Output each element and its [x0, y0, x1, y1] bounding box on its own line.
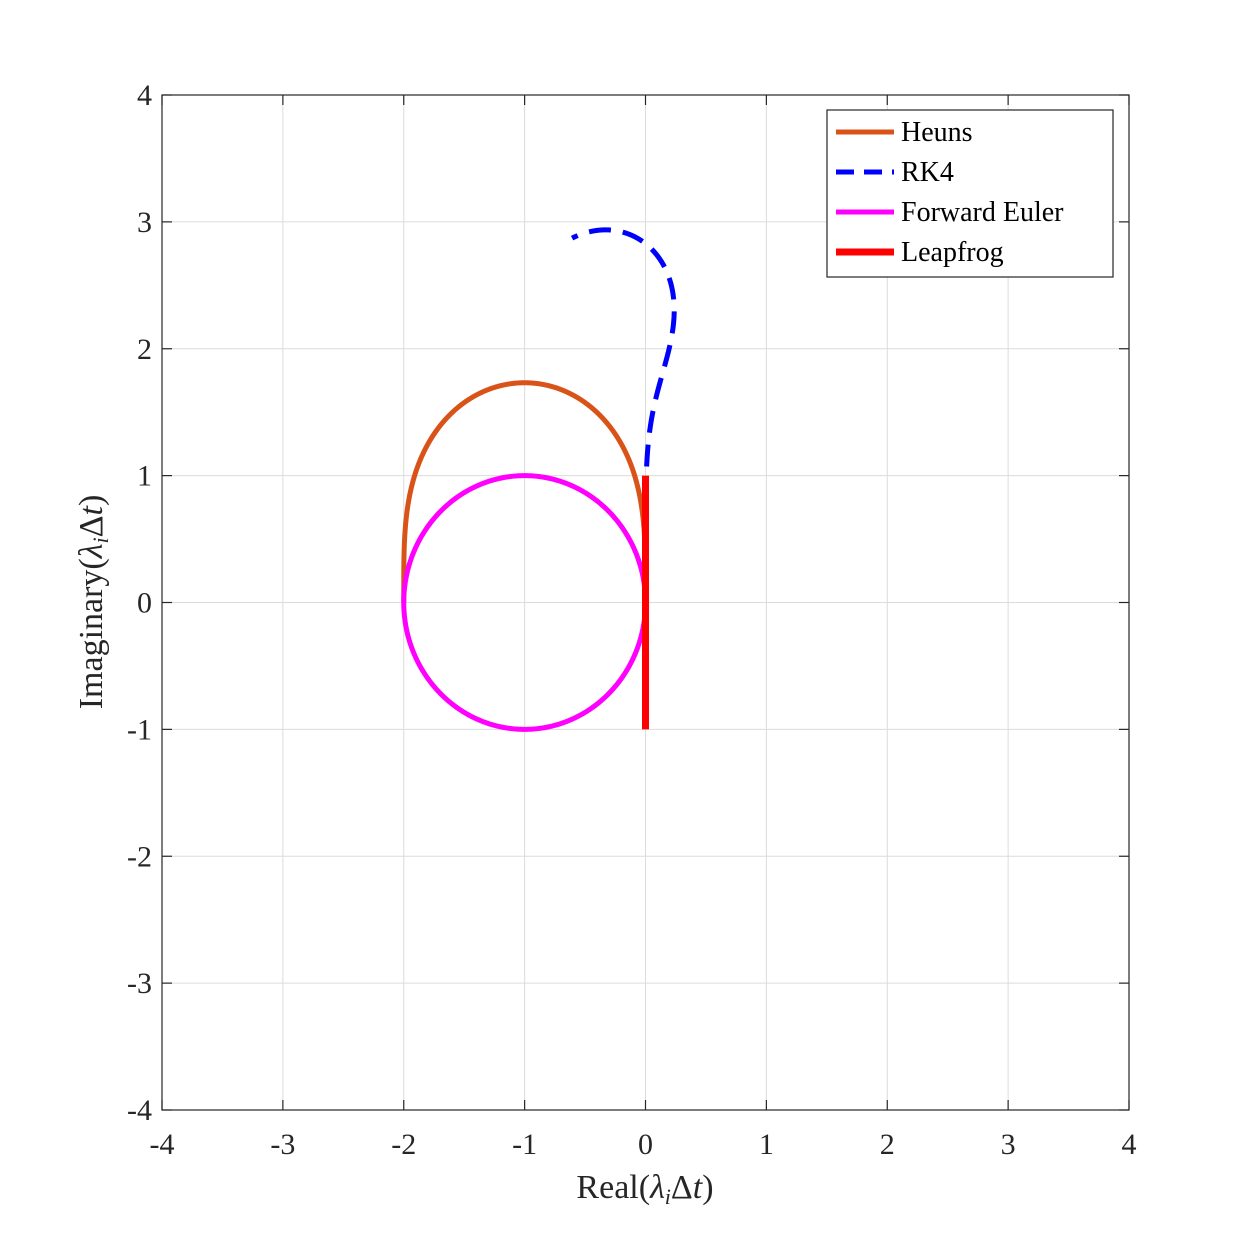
x-label-sub: i [665, 1184, 671, 1209]
x-label-var: t [693, 1169, 704, 1206]
series-forward-euler [401, 473, 648, 732]
y-tick-label: -2 [127, 840, 152, 873]
x-tick-label: 2 [880, 1128, 895, 1161]
y-label-pre: Imaginary( [73, 558, 110, 709]
legend-label-heuns: Heuns [901, 117, 973, 148]
x-tick-label: -4 [150, 1128, 175, 1161]
x-label-mid: Δ [671, 1169, 693, 1206]
x-tick-label: 1 [759, 1128, 774, 1161]
series-heuns [401, 380, 648, 605]
x-axis-label: Real(λiΔt) [576, 1169, 713, 1209]
x-tick-label: -3 [270, 1128, 295, 1161]
y-label-mid: Δ [73, 516, 110, 538]
y-label-sub: i [88, 537, 113, 543]
y-label-post: ) [73, 495, 110, 506]
x-label-pre: Real( [576, 1169, 650, 1206]
tick-labels: -4 -3 -2 -1 0 1 2 3 4 -4 -3 -2 -1 0 1 2 3 4 [127, 79, 1137, 1161]
x-tick-label: -1 [512, 1128, 537, 1161]
legend-label-forward-euler: Forward Euler [901, 197, 1064, 228]
x-tick-label: 0 [638, 1128, 653, 1161]
y-tick-label: -3 [127, 967, 152, 1000]
y-label-sym: λ [73, 544, 110, 560]
legend-label-rk4: RK4 [901, 157, 954, 188]
y-tick-label: -1 [127, 713, 152, 746]
y-tick-label: 2 [137, 333, 152, 366]
x-label-sym: λ [649, 1169, 665, 1206]
legend-label-leapfrog: Leapfrog [901, 237, 1004, 268]
y-tick-label: 0 [137, 587, 152, 620]
x-tick-label: -2 [391, 1128, 416, 1161]
legend: Heuns RK4 Forward Euler Leapfrog [826, 109, 1114, 278]
y-label-var: t [73, 505, 110, 516]
y-tick-label: 1 [137, 460, 152, 493]
y-axis-label: Imaginary(λiΔt) [73, 495, 113, 710]
y-tick-label: 3 [137, 206, 152, 239]
x-label-post: ) [702, 1169, 713, 1206]
series-layer [401, 227, 677, 732]
series-rk4 [569, 227, 677, 605]
y-tick-label: -4 [127, 1094, 152, 1127]
x-tick-label: 4 [1122, 1128, 1137, 1161]
y-tick-label: 4 [137, 79, 152, 112]
x-tick-label: 3 [1001, 1128, 1016, 1161]
ticks [161, 94, 1130, 1111]
